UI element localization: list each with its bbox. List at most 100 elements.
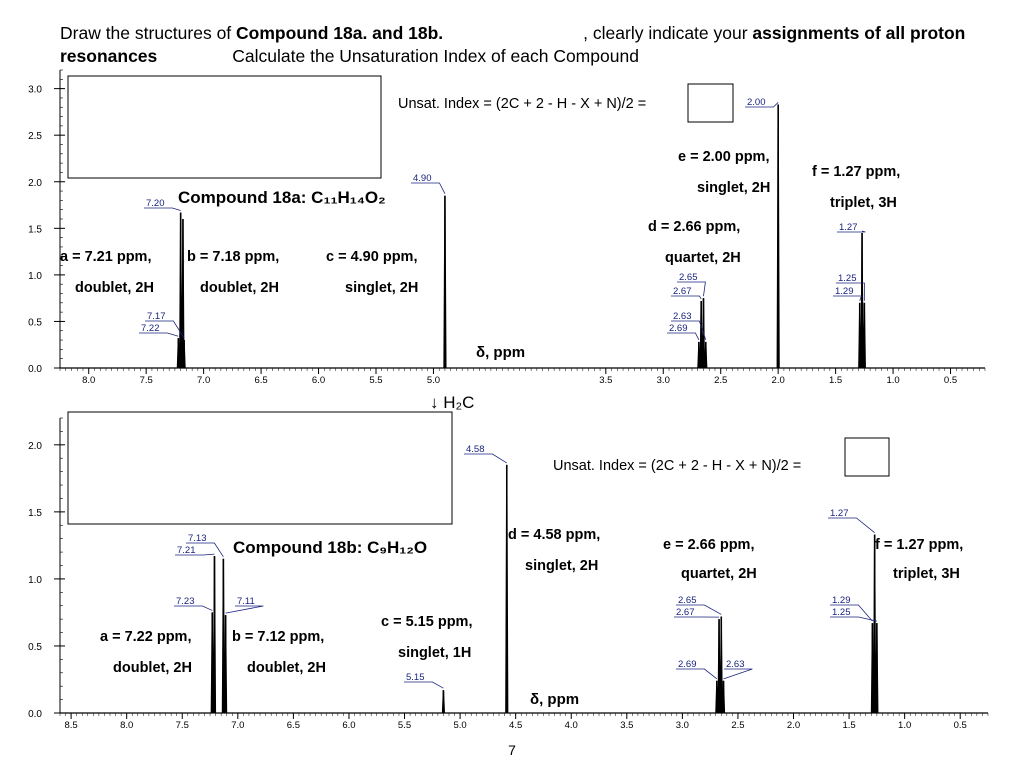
spectrum-18a: 0.0 0.5 1.0 1.5 2.0 2.5 3.0 8.0 7.5 7.0 6.5 6.0 5.5 5… — [28, 69, 986, 386]
y-tick-label: 1.5 — [28, 508, 42, 519]
assignment-shift: b = 7.18 ppm, — [187, 249, 279, 265]
peak-label-leader — [723, 668, 753, 680]
unsat-index-formula: Unsat. Index = (2C + 2 - H - X + N)/2 = — [398, 96, 646, 112]
peak-label-leader — [676, 604, 722, 615]
instruction-line-2: resonances Calculate the Unsaturation Ind… — [60, 45, 639, 67]
peak-label-leader — [828, 517, 875, 533]
instruction-line-1: Draw the structures of Compound 18a. and… — [60, 22, 965, 44]
assignment-shift: c = 4.90 ppm, — [326, 249, 417, 265]
x-tick-label: 8.0 — [120, 720, 133, 731]
assignment-shift: b = 7.12 ppm, — [232, 629, 324, 645]
structure-answer-box[interactable] — [67, 411, 453, 525]
x-tick-label: 6.0 — [342, 720, 355, 731]
instruction-compounds: Compound 18a. and 18b. — [236, 23, 444, 43]
page-number: 7 — [508, 742, 516, 758]
peak-label: 7.22 — [141, 323, 160, 334]
y-tick-label: 2.0 — [28, 441, 42, 452]
peak-label: 1.29 — [835, 286, 854, 297]
x-tick-label: 4.0 — [565, 720, 578, 731]
peak-label: 2.67 — [673, 286, 692, 297]
x-axis-label: δ, ppm — [530, 691, 579, 708]
peak-label: 2.69 — [678, 659, 697, 670]
x-tick-label: 2.0 — [772, 375, 785, 386]
assignment-multiplicity: singlet, 1H — [398, 645, 471, 661]
assignment-multiplicity: triplet, 3H — [893, 566, 960, 582]
peak-label-leader — [677, 281, 706, 297]
peak-label-leader — [667, 332, 700, 341]
y-tick-label: 2.5 — [28, 131, 42, 142]
peak-label: 4.90 — [413, 173, 432, 184]
peak-label-leader — [174, 605, 213, 611]
assignment-shift: d = 4.58 ppm, — [508, 527, 600, 543]
assignment-shift: e = 2.00 ppm, — [678, 149, 769, 165]
peak-label-leader — [404, 681, 444, 689]
x-tick-label: 3.5 — [599, 375, 612, 386]
assignment-multiplicity: doublet, 2H — [113, 660, 192, 676]
x-tick-label: 7.0 — [231, 720, 244, 731]
assignment-shift: c = 5.15 ppm, — [381, 614, 472, 630]
peak-label: 1.27 — [830, 508, 849, 519]
assignment-shift: f = 1.27 ppm, — [875, 537, 963, 553]
instruction-emphasis: assignments of all proton — [752, 23, 966, 43]
y-tick-label: 1.5 — [28, 224, 42, 235]
peak-label-leader — [139, 332, 179, 337]
peak-label: 2.67 — [676, 607, 695, 618]
compound-formula-label: Compound 18a: C₁₁H₁₄O₂ — [178, 188, 386, 207]
spectrum-trace — [60, 464, 988, 714]
peak-label: 2.00 — [747, 97, 766, 108]
assignment-multiplicity: singlet, 2H — [525, 558, 598, 574]
x-axis-label: δ, ppm — [476, 344, 525, 361]
peak-label: 2.65 — [678, 595, 697, 606]
peak-label-leader — [411, 182, 446, 194]
assignment-multiplicity: doublet, 2H — [247, 660, 326, 676]
peak-label-leader — [837, 230, 866, 233]
y-tick-label: 1.0 — [28, 271, 42, 282]
structure-answer-box[interactable] — [67, 75, 382, 179]
x-tick-label: 1.5 — [829, 375, 842, 386]
peak-label: 1.25 — [832, 607, 851, 618]
peak-label: 7.23 — [176, 596, 195, 607]
y-tick-label: 2.0 — [28, 178, 42, 189]
x-tick-label: 1.0 — [898, 720, 911, 731]
y-tick-label: 0.0 — [28, 364, 42, 375]
peak-label-leader — [145, 320, 185, 339]
peak-label-leader — [671, 320, 707, 341]
assignment-shift: a = 7.21 ppm, — [60, 249, 151, 265]
instruction-text-2: , clearly indicate your — [583, 23, 753, 43]
assignment-multiplicity: doublet, 2H — [200, 280, 279, 296]
peak-label: 7.13 — [188, 533, 207, 544]
spectrum-18b: 0.0 0.5 1.0 1.5 2.0 8.5 8.0 7.5 7.0 6.5 6.0 5.5 5.0 4… — [28, 411, 989, 731]
peak-label-leader — [836, 282, 865, 301]
unsat-index-formula: Unsat. Index = (2C + 2 - H - X + N)/2 = — [553, 458, 801, 474]
peak-label-leader — [745, 102, 779, 108]
peak-label-leader — [186, 542, 224, 558]
assignment-multiplicity: singlet, 2H — [345, 280, 418, 296]
x-tick-label: 8.5 — [65, 720, 78, 731]
compound-formula-label: Compound 18b: C₉H₁₂O — [233, 538, 427, 557]
x-tick-label: 5.0 — [427, 375, 440, 386]
y-tick-label: 3.0 — [28, 85, 42, 96]
peak-label: 2.63 — [673, 311, 692, 322]
x-tick-label: 6.5 — [287, 720, 300, 731]
x-tick-label: 5.0 — [453, 720, 466, 731]
x-tick-label: 1.0 — [886, 375, 899, 386]
peak-label-leader — [671, 295, 702, 300]
y-tick-label: 0.0 — [28, 709, 42, 720]
peak-label-leader — [830, 616, 877, 622]
peak-label-leader — [144, 207, 181, 211]
reagent-arrow-label: ↓ H₂C — [430, 393, 474, 412]
y-tick-label: 1.0 — [28, 575, 42, 586]
x-tick-label: 2.5 — [731, 720, 744, 731]
y-tick-label: 0.5 — [28, 317, 42, 328]
assignment-multiplicity: quartet, 2H — [665, 250, 741, 266]
unsat-index-answer-box[interactable] — [687, 83, 734, 123]
assignment-shift: f = 1.27 ppm, — [812, 164, 900, 180]
peak-label: 7.21 — [177, 545, 196, 556]
peak-label: 4.58 — [466, 444, 485, 455]
peak-label-leader — [464, 453, 507, 464]
x-tick-label: 0.5 — [944, 375, 957, 386]
x-tick-label: 4.5 — [509, 720, 522, 731]
unsat-index-answer-box[interactable] — [844, 437, 890, 477]
x-tick-label: 7.5 — [140, 375, 153, 386]
